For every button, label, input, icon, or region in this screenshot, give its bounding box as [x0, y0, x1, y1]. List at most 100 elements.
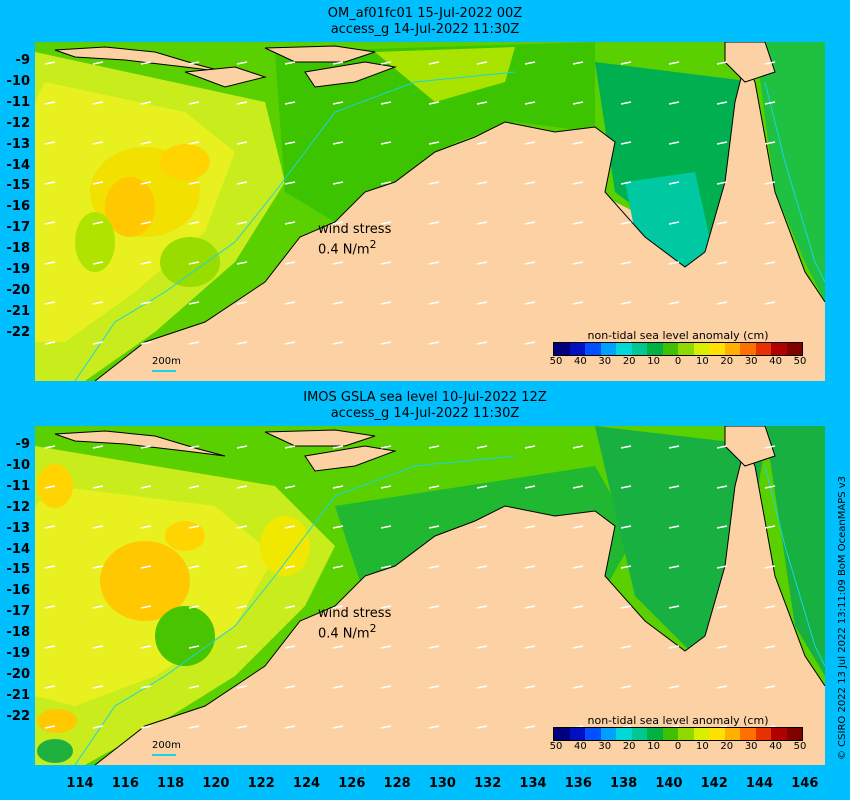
wind-arrow: [188, 261, 200, 265]
wind-arrow: [44, 565, 56, 569]
wind-arrow: [716, 101, 728, 105]
wind-arrow: [764, 61, 776, 65]
wind-arrow: [668, 61, 680, 65]
wind-arrow: [140, 301, 152, 305]
wind-arrow: [380, 101, 392, 105]
wind-arrow: [284, 605, 296, 609]
wind-arrow: [620, 645, 632, 649]
colorbar-tick-label: 40: [574, 356, 587, 367]
wind-arrow: [668, 525, 680, 529]
wind-arrow: [44, 525, 56, 529]
wind-arrow: [92, 485, 104, 489]
wind-arrow: [764, 261, 776, 265]
wind-arrow: [332, 685, 344, 689]
wind-arrow: [572, 685, 584, 689]
top-map-canvas: [35, 42, 825, 381]
wind-arrow: [188, 685, 200, 689]
wind-arrow: [476, 525, 488, 529]
wind-arrow: [236, 221, 248, 225]
wind-arrow: [428, 605, 440, 609]
wind-arrow: [620, 261, 632, 265]
colorbar-tick-label: 50: [549, 741, 563, 752]
lon-label: 140: [655, 776, 683, 791]
wind-arrow: [284, 261, 296, 265]
wind-arrow: [332, 725, 344, 729]
colorbar-swatch: [631, 343, 647, 355]
wind-arrow: [188, 445, 200, 449]
wind-arrow: [92, 341, 104, 345]
colorbar-tick-label: 30: [744, 356, 758, 367]
wind-arrow: [92, 261, 104, 265]
lon-label: 118: [157, 776, 185, 791]
colorbar-tick-label: 0: [674, 356, 682, 367]
wind-arrow: [380, 565, 392, 569]
lat-label: -12: [6, 499, 31, 515]
wind-arrow: [92, 301, 104, 305]
colorbar-swatch: [647, 343, 663, 355]
wind-arrow: [716, 565, 728, 569]
wind-arrow: [764, 685, 776, 689]
wind-arrow: [284, 685, 296, 689]
wind-arrow: [140, 341, 152, 345]
wind-arrow: [668, 605, 680, 609]
wind-arrow: [284, 725, 296, 729]
wind-arrow: [716, 525, 728, 529]
wind-arrow: [332, 61, 344, 65]
wind-arrow: [428, 485, 440, 489]
wind-arrow: [332, 565, 344, 569]
wind-arrow: [428, 101, 440, 105]
wind-arrow: [524, 261, 536, 265]
wind-arrow: [236, 445, 248, 449]
wind-arrow: [716, 685, 728, 689]
wind-arrow: [572, 141, 584, 145]
lon-label: 116: [111, 776, 139, 791]
colorbar-swatch: [740, 343, 756, 355]
wind-arrow: [620, 565, 632, 569]
wind-arrow: [92, 141, 104, 145]
bottom-map[interactable]: [35, 426, 825, 765]
lat-label: -15: [6, 178, 31, 194]
wind-arrow: [284, 181, 296, 185]
wind-arrow: [380, 301, 392, 305]
lat-label: -9: [15, 437, 30, 452]
lat-label: -11: [6, 478, 31, 494]
top-wind-value: 0.4 N/m: [318, 242, 370, 258]
wind-arrow: [92, 525, 104, 529]
colorbar-tick-label: 10: [696, 356, 709, 367]
top-map[interactable]: [35, 42, 825, 381]
wind-arrow: [476, 445, 488, 449]
wind-arrow: [188, 181, 200, 185]
wind-arrow: [476, 645, 488, 649]
wind-arrow: [668, 141, 680, 145]
colorbar-swatch: [724, 343, 740, 355]
lon-label: 122: [247, 776, 275, 791]
wind-arrow: [428, 565, 440, 569]
wind-arrow: [668, 101, 680, 105]
colorbar-swatch: [786, 728, 802, 740]
lon-label: 120: [202, 776, 230, 791]
credit-text: © CSIRO 2022 13 Jul 2022 13:11:09 BoM Oc…: [837, 475, 848, 760]
wind-arrow: [476, 725, 488, 729]
wind-arrow: [428, 445, 440, 449]
top-colorbar-ticks: 50 40 30 20 10 0 10 20 30 40 50: [550, 356, 807, 369]
colorbar-tick-label: 20: [622, 356, 636, 367]
wind-arrow: [332, 261, 344, 265]
wind-arrow: [332, 525, 344, 529]
colorbar-tick-label: 40: [574, 741, 587, 752]
wind-arrow: [524, 445, 536, 449]
colorbar-swatch: [755, 728, 771, 740]
wind-arrow: [572, 181, 584, 185]
wind-arrow: [92, 565, 104, 569]
wind-arrow: [524, 181, 536, 185]
wind-arrow: [380, 61, 392, 65]
wind-arrow: [140, 181, 152, 185]
wind-arrow: [44, 685, 56, 689]
wind-arrow: [236, 301, 248, 305]
wind-arrow: [92, 725, 104, 729]
wind-arrow: [380, 261, 392, 265]
lat-label: -18: [6, 241, 31, 257]
colorbar-swatch: [771, 728, 787, 740]
wind-arrow: [332, 301, 344, 305]
wind-arrow: [476, 341, 488, 345]
wind-arrow: [380, 221, 392, 225]
